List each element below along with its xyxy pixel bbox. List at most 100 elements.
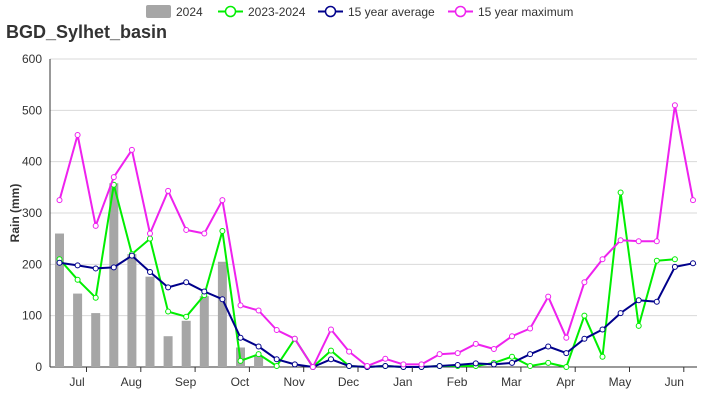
point-2023-2024[interactable] xyxy=(671,256,678,263)
legend-item-2024[interactable]: 2024 xyxy=(146,5,203,19)
point-2023-2024[interactable] xyxy=(237,357,244,364)
point-2023-2024[interactable] xyxy=(617,189,624,196)
point-15-year-maximum[interactable] xyxy=(563,334,570,341)
point-2023-2024[interactable] xyxy=(74,276,81,283)
point-15-year-maximum[interactable] xyxy=(635,238,642,245)
point-2023-2024[interactable] xyxy=(183,313,190,320)
point-15-year-average[interactable] xyxy=(545,343,552,350)
point-15-year-average[interactable] xyxy=(599,326,606,333)
point-15-year-average[interactable] xyxy=(165,284,172,291)
bar-2024[interactable] xyxy=(91,313,101,367)
point-15-year-maximum[interactable] xyxy=(490,346,497,353)
point-15-year-average[interactable] xyxy=(128,252,135,259)
point-15-year-maximum[interactable] xyxy=(92,222,99,229)
point-15-year-average[interactable] xyxy=(581,335,588,342)
bar-2024[interactable] xyxy=(73,293,83,367)
point-2023-2024[interactable] xyxy=(328,347,334,354)
point-15-year-maximum[interactable] xyxy=(309,364,316,370)
point-15-year-maximum[interactable] xyxy=(617,237,624,244)
point-15-year-maximum[interactable] xyxy=(454,350,461,357)
point-15-year-average[interactable] xyxy=(147,269,153,276)
point-15-year-maximum[interactable] xyxy=(400,361,407,368)
point-15-year-average[interactable] xyxy=(617,310,624,317)
point-15-year-average[interactable] xyxy=(436,362,443,369)
point-15-year-maximum[interactable] xyxy=(509,333,515,340)
point-2023-2024[interactable] xyxy=(653,257,660,264)
bar-2024[interactable] xyxy=(55,233,64,367)
point-15-year-maximum[interactable] xyxy=(418,361,425,368)
point-2023-2024[interactable] xyxy=(563,364,570,370)
point-15-year-maximum[interactable] xyxy=(671,102,678,109)
point-15-year-average[interactable] xyxy=(454,361,461,368)
point-15-year-maximum[interactable] xyxy=(545,293,552,300)
bar-2024[interactable] xyxy=(163,336,173,367)
legend[interactable]: 2024 2023-2024 15 year average 15 year maxi… xyxy=(146,5,573,19)
bar-2024[interactable] xyxy=(199,296,209,367)
point-15-year-maximum[interactable] xyxy=(201,230,208,237)
point-2023-2024[interactable] xyxy=(255,351,262,358)
bar-2024[interactable] xyxy=(127,254,137,367)
point-15-year-average[interactable] xyxy=(92,265,99,272)
point-15-year-average[interactable] xyxy=(563,350,570,357)
point-15-year-maximum[interactable] xyxy=(273,327,280,334)
point-15-year-average[interactable] xyxy=(291,361,298,368)
point-15-year-maximum[interactable] xyxy=(364,362,371,369)
point-15-year-maximum[interactable] xyxy=(346,348,353,355)
point-15-year-maximum[interactable] xyxy=(183,226,190,233)
point-2023-2024[interactable] xyxy=(599,353,606,360)
legend-item-2023-2024[interactable]: 2023-2024 xyxy=(218,5,306,19)
point-15-year-average[interactable] xyxy=(110,264,117,271)
point-15-year-average[interactable] xyxy=(219,296,226,303)
point-15-year-average[interactable] xyxy=(490,361,497,368)
point-15-year-maximum[interactable] xyxy=(74,131,81,138)
point-15-year-average[interactable] xyxy=(74,262,81,269)
point-15-year-maximum[interactable] xyxy=(653,238,660,245)
bar-2024[interactable] xyxy=(217,261,227,367)
point-2023-2024[interactable] xyxy=(545,359,552,366)
point-15-year-maximum[interactable] xyxy=(436,351,443,358)
point-15-year-maximum[interactable] xyxy=(165,187,172,194)
point-15-year-average[interactable] xyxy=(273,356,280,363)
point-2023-2024[interactable] xyxy=(527,362,534,369)
point-15-year-maximum[interactable] xyxy=(291,335,298,342)
point-15-year-average[interactable] xyxy=(509,359,515,366)
point-15-year-average[interactable] xyxy=(635,297,642,304)
point-2023-2024[interactable] xyxy=(509,353,515,360)
point-2023-2024[interactable] xyxy=(581,312,588,319)
point-15-year-average[interactable] xyxy=(690,260,696,267)
legend-item-15-year-average[interactable]: 15 year average xyxy=(318,5,435,19)
point-15-year-average[interactable] xyxy=(183,279,190,286)
point-15-year-maximum[interactable] xyxy=(581,279,588,286)
point-2023-2024[interactable] xyxy=(219,227,226,234)
point-2023-2024[interactable] xyxy=(92,294,99,301)
point-15-year-average[interactable] xyxy=(328,356,334,363)
bar-2024[interactable] xyxy=(145,276,155,367)
point-15-year-maximum[interactable] xyxy=(255,307,262,314)
point-15-year-maximum[interactable] xyxy=(599,256,606,263)
legend-item-15-year-maximum[interactable]: 15 year maximum xyxy=(448,5,573,19)
point-15-year-maximum[interactable] xyxy=(472,340,479,347)
point-2023-2024[interactable] xyxy=(635,322,642,329)
point-15-year-average[interactable] xyxy=(346,362,353,369)
bar-2024[interactable] xyxy=(181,320,191,367)
point-15-year-average[interactable] xyxy=(671,263,678,270)
point-15-year-maximum[interactable] xyxy=(128,146,135,153)
point-2023-2024[interactable] xyxy=(165,308,172,315)
point-15-year-average[interactable] xyxy=(56,259,63,266)
point-2023-2024[interactable] xyxy=(273,362,280,369)
point-15-year-average[interactable] xyxy=(472,360,479,367)
point-15-year-average[interactable] xyxy=(237,334,244,341)
point-15-year-maximum[interactable] xyxy=(690,197,696,204)
point-15-year-maximum[interactable] xyxy=(147,230,153,237)
point-15-year-maximum[interactable] xyxy=(56,197,63,204)
point-15-year-maximum[interactable] xyxy=(219,197,226,204)
point-15-year-average[interactable] xyxy=(255,343,262,350)
bar-2024[interactable] xyxy=(254,355,264,367)
point-15-year-maximum[interactable] xyxy=(110,174,117,181)
point-15-year-average[interactable] xyxy=(653,298,660,305)
bar-2024[interactable] xyxy=(109,183,119,367)
point-15-year-maximum[interactable] xyxy=(237,302,244,309)
point-15-year-average[interactable] xyxy=(382,362,389,369)
point-15-year-maximum[interactable] xyxy=(527,325,534,332)
point-2023-2024[interactable] xyxy=(147,235,153,242)
